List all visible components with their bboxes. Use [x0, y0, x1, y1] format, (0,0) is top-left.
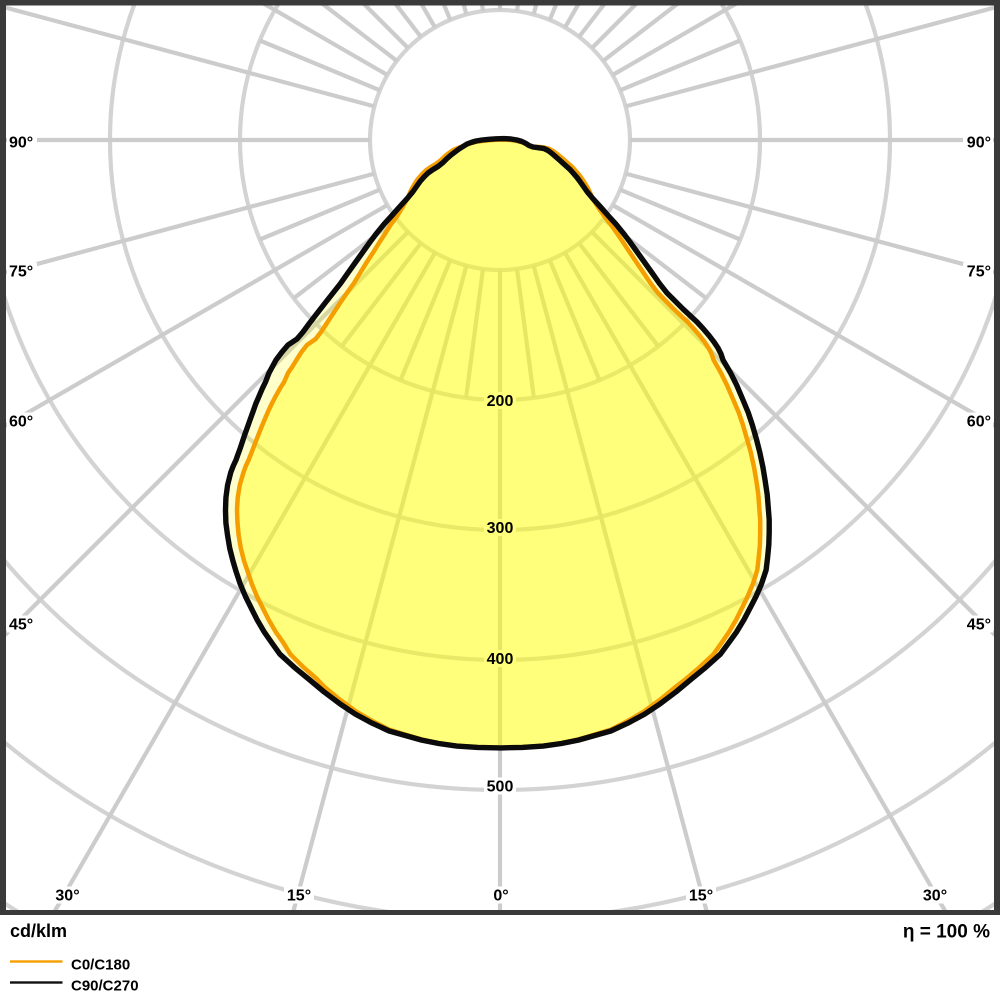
- svg-text:cd/klm: cd/klm: [10, 921, 67, 941]
- svg-text:30°: 30°: [55, 888, 79, 905]
- svg-text:C0/C180: C0/C180: [71, 957, 130, 974]
- svg-text:15°: 15°: [287, 888, 311, 905]
- svg-text:0°: 0°: [493, 888, 508, 905]
- svg-text:60°: 60°: [9, 414, 33, 431]
- svg-text:90°: 90°: [967, 135, 991, 152]
- svg-text:200: 200: [487, 393, 514, 410]
- svg-text:45°: 45°: [967, 617, 991, 634]
- svg-text:500: 500: [487, 779, 514, 796]
- svg-text:C90/C270: C90/C270: [71, 978, 139, 995]
- svg-text:400: 400: [487, 651, 514, 668]
- svg-text:45°: 45°: [9, 617, 33, 634]
- svg-text:90°: 90°: [9, 135, 33, 152]
- svg-text:60°: 60°: [967, 414, 991, 431]
- svg-text:75°: 75°: [967, 264, 991, 281]
- svg-text:15°: 15°: [689, 888, 713, 905]
- svg-text:300: 300: [487, 520, 514, 537]
- svg-text:30°: 30°: [923, 888, 947, 905]
- svg-text:75°: 75°: [9, 264, 33, 281]
- svg-text:η = 100 %: η = 100 %: [903, 922, 990, 943]
